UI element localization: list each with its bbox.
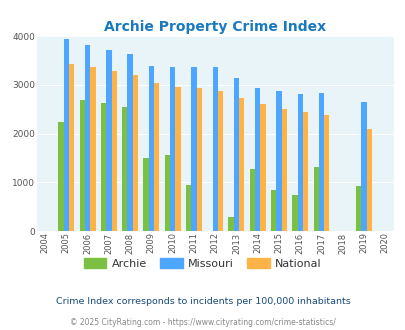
Bar xyxy=(228,217,233,231)
Bar xyxy=(122,107,127,231)
Bar xyxy=(212,67,217,231)
Bar xyxy=(366,129,371,231)
Bar xyxy=(249,169,254,231)
Bar xyxy=(153,83,159,231)
Bar xyxy=(233,78,239,231)
Bar xyxy=(132,75,138,231)
Bar xyxy=(276,91,281,231)
Text: Crime Index corresponds to incidents per 100,000 inhabitants: Crime Index corresponds to incidents per… xyxy=(55,297,350,307)
Bar xyxy=(90,67,95,231)
Bar xyxy=(170,67,175,231)
Bar xyxy=(270,190,276,231)
Bar xyxy=(239,98,244,231)
Bar xyxy=(58,122,64,231)
Bar xyxy=(111,71,117,231)
Bar xyxy=(217,91,223,231)
Bar xyxy=(313,167,318,231)
Bar xyxy=(355,186,360,231)
Bar xyxy=(85,45,90,231)
Bar xyxy=(302,112,307,231)
Bar xyxy=(323,115,329,231)
Bar xyxy=(175,87,180,231)
Legend: Archie, Missouri, National: Archie, Missouri, National xyxy=(79,254,326,273)
Text: © 2025 CityRating.com - https://www.cityrating.com/crime-statistics/: © 2025 CityRating.com - https://www.city… xyxy=(70,318,335,327)
Bar xyxy=(143,158,148,231)
Bar xyxy=(318,93,323,231)
Bar xyxy=(64,39,69,231)
Bar xyxy=(191,67,196,231)
Bar xyxy=(106,50,111,231)
Bar xyxy=(281,109,286,231)
Bar xyxy=(79,100,85,231)
Bar xyxy=(127,54,132,231)
Bar xyxy=(69,64,74,231)
Bar xyxy=(196,88,201,231)
Bar xyxy=(297,94,302,231)
Bar xyxy=(100,104,106,231)
Bar xyxy=(360,103,366,231)
Title: Archie Property Crime Index: Archie Property Crime Index xyxy=(104,20,326,34)
Bar xyxy=(260,105,265,231)
Bar xyxy=(164,155,170,231)
Bar xyxy=(254,88,260,231)
Bar xyxy=(292,195,297,231)
Bar xyxy=(185,185,191,231)
Bar xyxy=(148,65,153,231)
